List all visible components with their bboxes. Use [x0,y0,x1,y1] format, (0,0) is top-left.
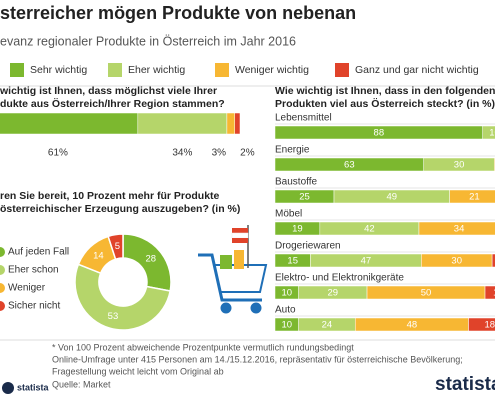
question: dukte aus Österreich/Ihrer Region stamme… [0,97,225,110]
legend-marker [0,247,5,257]
question: ren Sie bereit, 10 Prozent mehr für Prod… [0,190,220,202]
value-label: 10 [282,288,293,299]
value-label: 50 [421,288,432,299]
bar-segment [226,112,236,135]
category-label: Baustoffe [275,177,318,188]
title: sterreicher mögen Produkte von nebenan [0,3,356,23]
value-label: 2% [240,148,255,159]
bar-segment [449,189,495,204]
value-label: 53 [108,311,119,322]
value-label: 48 [407,320,418,331]
value-label: 10 [282,320,293,331]
value-label: 47 [361,256,372,267]
legend-swatch [108,63,122,77]
legend-swatch [335,63,349,77]
legend-label: Eher wichtig [128,64,185,76]
value-label: 10 [489,128,495,139]
category-label: Auto [275,305,296,316]
legend-swatch [215,63,229,77]
cart-product [234,250,244,269]
flag [231,232,249,239]
value-label: 25 [299,192,310,203]
donut-segment [74,263,172,331]
value-label: 34 [454,224,465,235]
bar-segment [482,125,495,140]
flag [232,238,248,243]
value-label: 11 [493,288,495,299]
question: wichtig ist Ihnen, dass möglichst viele … [0,85,217,97]
value-label: 63 [344,160,355,171]
value-label: 34% [172,148,192,159]
bar-segment [137,112,228,135]
value-label: 14 [93,250,104,261]
value-label: 21 [469,192,480,203]
brand: statista [435,374,495,395]
category-label: Lebensmittel [275,113,332,124]
value-label: 19 [292,224,303,235]
value-label: 24 [322,320,333,331]
value-label: 29 [328,288,339,299]
value-label: 3% [212,148,227,159]
question: Wie wichtig ist Ihnen, dass in den folge… [275,85,495,97]
value-label: 42 [364,224,375,235]
value-label: 18 [484,320,495,331]
bar-segment [234,112,241,135]
donut-segment [107,233,124,261]
subtitle: evanz regionaler Produkte in Österreich … [0,34,296,48]
question: österreichischer Erzeugung auszugeben? (… [0,203,240,215]
bar-segment [468,317,495,332]
footnote: Fragestellung weicht leicht vom Original… [52,366,224,376]
bar-segment [0,112,139,135]
legend-label: Weniger [8,283,46,294]
value-label: 15 [287,256,298,267]
logo: statista [17,382,50,392]
value-label: 30 [454,160,465,171]
bar-segment [491,253,495,268]
legend-label: Sehr wichtig [30,64,87,76]
value-label: 30 [451,256,462,267]
legend-label: Auf jeden Fall [8,247,69,258]
legend-label: Sicher nicht [8,301,60,312]
bar-segment [418,221,495,236]
legend-label: Weniger wichtig [235,64,309,76]
legend-label: Eher schon [8,265,59,276]
footnote: * Von 100 Prozent abweichende Prozentpun… [52,342,354,352]
category-label: Drogeriewaren [275,241,341,252]
flag [232,228,248,233]
value-label: 28 [145,254,156,265]
legend-label: Ganz und gar nicht wichtig [355,64,479,76]
legend-swatch [10,63,24,77]
legend-marker [0,301,5,311]
question: Produkten viel aus Österreich steckt? (i… [275,97,495,110]
category-label: Energie [275,145,310,156]
category-label: Elektro- und Elektronikgeräte [275,273,404,284]
bar-segment [484,285,495,300]
value-label: 61% [48,148,68,159]
cart-product [220,255,232,269]
legend-marker [0,265,5,275]
source: Quelle: Market [52,379,111,389]
logo-icon [2,382,14,394]
value-label: 88 [374,128,385,139]
footnote: Online-Umfrage unter 415 Personen am 14.… [52,354,463,364]
category-label: Möbel [275,209,302,220]
value-label: 5 [115,241,120,252]
value-label: 49 [387,192,398,203]
legend-marker [0,283,5,293]
